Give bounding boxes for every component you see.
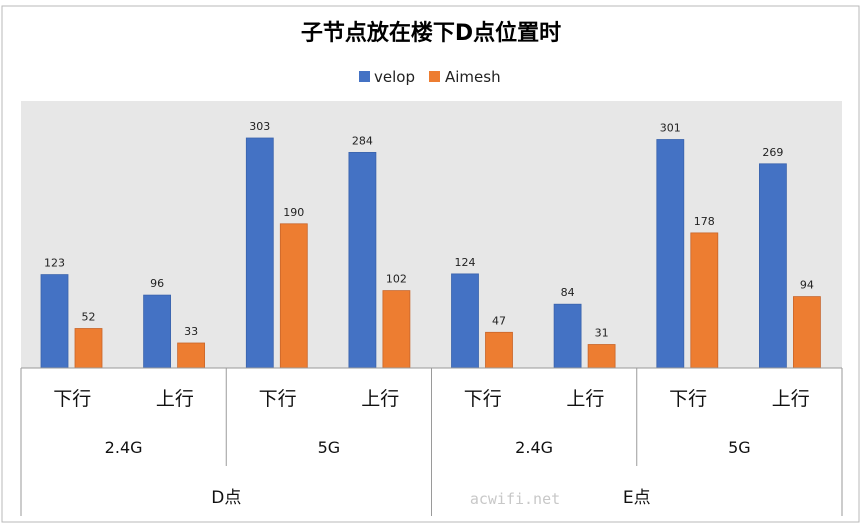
tick-label-band-3: 5G [728, 438, 751, 457]
bar-velop-2 [245, 137, 274, 369]
bar-velop-5 [553, 303, 582, 369]
legend-label-aimesh: Aimesh [445, 68, 501, 86]
tick-label-band-0: 2.4G [105, 438, 143, 457]
bar-aimesh-7 [793, 296, 821, 369]
bar-velop-3 [348, 151, 377, 369]
bar-aimesh-4 [485, 331, 513, 369]
legend-label-velop: velop [374, 68, 415, 86]
bar-velop-6 [656, 139, 685, 369]
bar-aimesh-6 [690, 232, 719, 369]
bar-velop-1 [143, 294, 172, 369]
tick-label-direction-3: 上行 [361, 388, 399, 410]
data-label-aimesh-6: 178 [694, 215, 715, 228]
tick-label-direction-1: 上行 [156, 388, 194, 410]
bar-group: 123 96 303 284 124 84 301 269 52 33 190 102 47 31 178 9… [40, 120, 821, 369]
data-label-aimesh-1: 33 [184, 325, 198, 338]
data-label-velop-7: 269 [762, 146, 783, 159]
tick-label-direction-2: 下行 [259, 388, 297, 410]
watermark-text: acwifi.net [470, 490, 560, 508]
data-label-aimesh-2: 190 [283, 206, 304, 219]
tick-label-direction-7: 上行 [772, 388, 810, 410]
data-label-velop-3: 284 [352, 134, 373, 147]
legend-swatch-aimesh [429, 71, 440, 82]
chart-title: 子节点放在楼下D点位置时 [301, 20, 561, 46]
legend-swatch-velop [359, 71, 370, 82]
tick-label-direction-6: 下行 [669, 388, 707, 410]
bar-velop-4 [451, 273, 479, 369]
category-axis: 下行 上行 下行 上行 下行 上行 下行 上行 2.4G 5G 2.4G 5G D点 E点 [20, 367, 843, 516]
bar-aimesh-5 [587, 344, 616, 369]
bar-aimesh-0 [74, 328, 103, 369]
tick-label-band-2: 2.4G [515, 438, 553, 457]
bar-aimesh-1 [177, 342, 206, 369]
data-label-velop-6: 301 [660, 122, 681, 135]
bar-aimesh-3 [382, 290, 411, 369]
tick-label-direction-4: 下行 [464, 388, 502, 410]
data-label-velop-2: 303 [249, 120, 270, 133]
legend: velop Aimesh [359, 68, 501, 86]
data-label-aimesh-3: 102 [386, 273, 407, 286]
tick-label-location-1: E点 [623, 488, 651, 508]
data-label-velop-5: 84 [561, 286, 575, 299]
tick-label-band-1: 5G [318, 438, 341, 457]
data-label-aimesh-5: 31 [595, 327, 609, 340]
data-label-aimesh-7: 94 [800, 279, 814, 292]
tick-label-direction-0: 下行 [53, 388, 91, 410]
data-label-velop-1: 96 [150, 277, 164, 290]
tick-label-direction-5: 上行 [566, 388, 604, 410]
data-label-velop-4: 124 [455, 256, 476, 269]
data-label-velop-0: 123 [44, 257, 65, 270]
data-label-aimesh-0: 52 [82, 311, 96, 324]
data-label-aimesh-4: 47 [492, 314, 506, 327]
tick-label-location-0: D点 [211, 488, 241, 508]
bar-aimesh-2 [279, 223, 308, 369]
bar-velop-0 [40, 274, 69, 369]
bar-velop-7 [759, 163, 787, 369]
